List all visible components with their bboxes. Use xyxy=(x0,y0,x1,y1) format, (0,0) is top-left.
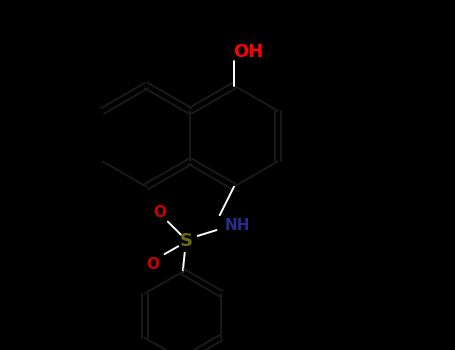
Text: OH: OH xyxy=(233,43,263,61)
Text: O: O xyxy=(154,205,167,220)
Text: NH: NH xyxy=(225,218,251,233)
Text: O: O xyxy=(146,257,159,272)
Text: S: S xyxy=(180,232,192,250)
